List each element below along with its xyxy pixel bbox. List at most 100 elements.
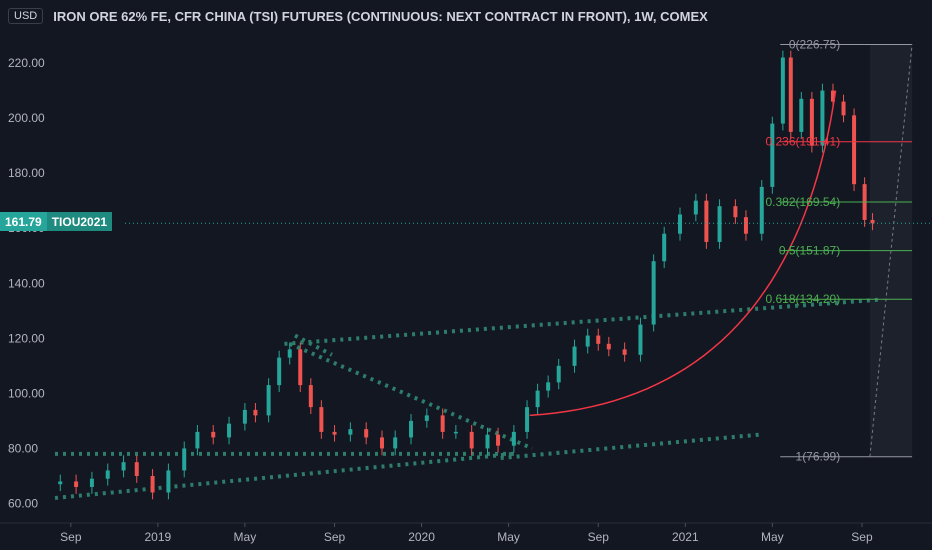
- trendline: [54, 451, 515, 500]
- candles: [58, 50, 875, 500]
- candle-body: [409, 420, 414, 438]
- candle-body: [319, 407, 324, 432]
- fib-level-label: 0.236(191.41): [765, 135, 840, 149]
- candle-body: [572, 346, 577, 366]
- candle-body: [332, 431, 337, 435]
- candle-body: [380, 437, 385, 449]
- candle-body: [585, 335, 590, 347]
- candle-body: [485, 434, 490, 449]
- candle-body: [308, 385, 313, 408]
- y-tick-label: 120.00: [8, 331, 45, 345]
- fib-level-label: 1(76.99): [796, 450, 841, 464]
- candle-body: [717, 206, 722, 242]
- fib-level-label: 0(226.75): [789, 37, 840, 51]
- candle-body: [253, 409, 258, 416]
- candle-body: [820, 90, 825, 146]
- trendline: [294, 333, 333, 357]
- x-tick-label: May: [497, 530, 520, 544]
- currency-button[interactable]: USD: [8, 8, 44, 24]
- candle-body: [182, 448, 187, 471]
- candle-body: [121, 462, 126, 471]
- x-tick-label: Sep: [324, 530, 346, 544]
- fib-level-label: 0.5(151.87): [779, 244, 840, 258]
- y-tick-label: 140.00: [8, 276, 45, 290]
- candle-body: [638, 324, 643, 355]
- parabolic-curve: [529, 90, 837, 417]
- candle-body: [195, 431, 200, 449]
- candle-body: [227, 423, 232, 438]
- x-axis: Sep 2019 May Sep 2020 May Sep 2021 May Sep: [0, 522, 932, 544]
- dotted-trendlines: [54, 297, 878, 500]
- last-price-value: 161.79: [0, 212, 47, 231]
- candle-body: [678, 214, 683, 234]
- candle-body: [74, 481, 79, 487]
- candle-body: [211, 431, 216, 438]
- x-tick-label: 2020: [408, 530, 435, 544]
- candle-body: [799, 98, 804, 132]
- x-tick-label: May: [761, 530, 784, 544]
- candle-body: [150, 475, 155, 493]
- candle-body: [266, 385, 271, 416]
- candle-body: [788, 57, 793, 132]
- candle-body: [298, 349, 303, 386]
- candle-body: [440, 415, 445, 432]
- y-tick-label: 80.00: [8, 441, 38, 455]
- fib-level-label: 0.618(134.20): [765, 292, 840, 306]
- candle-body: [870, 219, 875, 224]
- trendline: [284, 297, 878, 346]
- candle-body: [743, 217, 748, 234]
- y-tick-label: 60.00: [8, 496, 38, 510]
- candle-body: [535, 390, 540, 408]
- candle-body: [546, 382, 551, 391]
- chart-header: USD IRON ORE 62% FE, CFR CHINA (TSI) FUT…: [8, 8, 708, 24]
- candle-body: [348, 429, 353, 435]
- y-tick-label: 180.00: [8, 166, 45, 180]
- candle-body: [733, 206, 738, 218]
- candle-body: [105, 470, 110, 479]
- x-tick-label: May: [234, 530, 257, 544]
- candle-body: [830, 90, 835, 102]
- candle-body: [556, 365, 561, 383]
- candle-body: [424, 415, 429, 421]
- last-price-tag: 161.79 TIOU2021: [0, 212, 113, 231]
- x-tick-label: Sep: [851, 530, 873, 544]
- candle-body: [277, 357, 282, 386]
- y-tick-label: 220.00: [8, 56, 45, 70]
- y-tick-label: 100.00: [8, 386, 45, 400]
- candle-body: [525, 407, 530, 432]
- candle-body: [770, 123, 775, 187]
- candle-body: [780, 57, 785, 124]
- candle-body: [364, 429, 369, 438]
- candle-body: [651, 261, 656, 325]
- candle-body: [242, 409, 247, 424]
- candle-body: [809, 98, 814, 146]
- candle-body: [496, 434, 501, 446]
- x-tick-label: 2019: [144, 530, 171, 544]
- candle-body: [662, 233, 667, 262]
- candle-body: [606, 343, 611, 350]
- candle-body: [89, 478, 94, 487]
- chart-title: IRON ORE 62% FE, CFR CHINA (TSI) FUTURES…: [53, 8, 708, 24]
- trendline: [500, 432, 760, 461]
- candle-body: [469, 431, 474, 449]
- candle-body: [453, 431, 458, 434]
- candle-body: [596, 335, 601, 344]
- x-tick-label: 2021: [672, 530, 699, 544]
- y-tick-label: 200.00: [8, 111, 45, 125]
- last-price-symbol: TIOU2021: [46, 212, 113, 231]
- candle-body: [287, 349, 292, 358]
- candle-body: [704, 200, 709, 242]
- candle-body: [841, 101, 846, 116]
- candle-body: [622, 349, 627, 355]
- x-tick-label: Sep: [60, 530, 82, 544]
- fib-retracement: 0(226.75) 0.236(191.41) 0.382(169.54) 0.5(1…: [765, 37, 913, 464]
- candle-body: [852, 115, 857, 185]
- candle-body: [511, 431, 516, 446]
- candle-body: [759, 186, 764, 234]
- candle-body: [693, 200, 698, 215]
- candle-body: [166, 470, 171, 493]
- candle-body: [58, 481, 63, 485]
- x-tick-label: Sep: [588, 530, 610, 544]
- fib-level-label: 0.382(169.54): [765, 195, 840, 209]
